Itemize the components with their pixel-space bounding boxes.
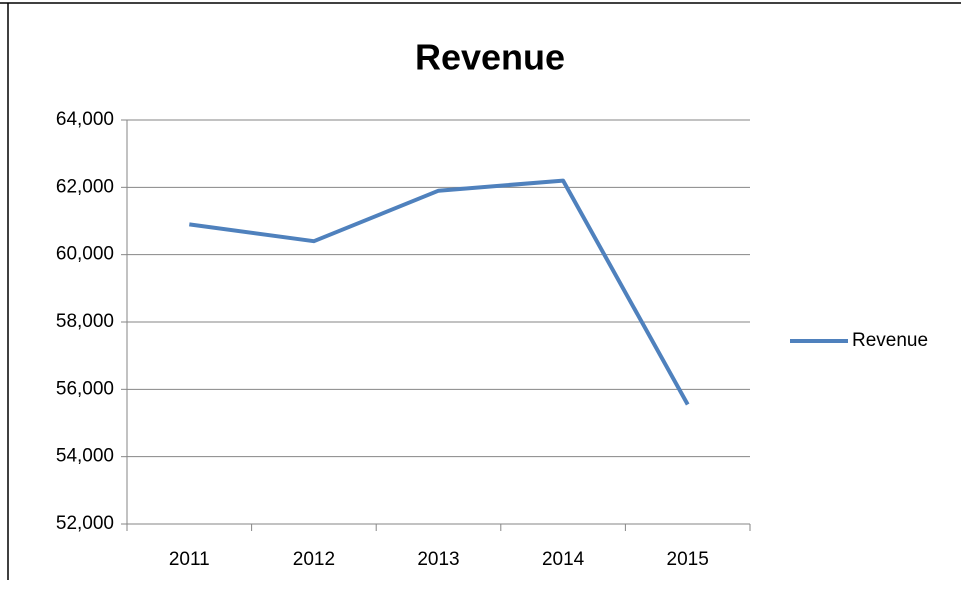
y-tick-label: 52,000 (56, 513, 114, 534)
x-tick-label: 2012 (293, 549, 335, 570)
series-line (189, 178, 690, 406)
x-tick-label: 2015 (667, 549, 709, 570)
y-tick-label: 56,000 (56, 378, 114, 399)
y-tick-label: 58,000 (56, 311, 114, 332)
x-tick-label: 2013 (417, 549, 459, 570)
y-tick-label: 54,000 (56, 446, 114, 467)
chart-title: Revenue (415, 37, 565, 78)
y-tick-label: 62,000 (56, 176, 114, 197)
y-tick-label: 60,000 (56, 244, 114, 265)
y-tick-label: 64,000 (56, 109, 114, 130)
legend-label: Revenue (852, 330, 928, 351)
x-tick-label: 2011 (169, 549, 210, 570)
x-tick-label: 2014 (542, 549, 585, 570)
